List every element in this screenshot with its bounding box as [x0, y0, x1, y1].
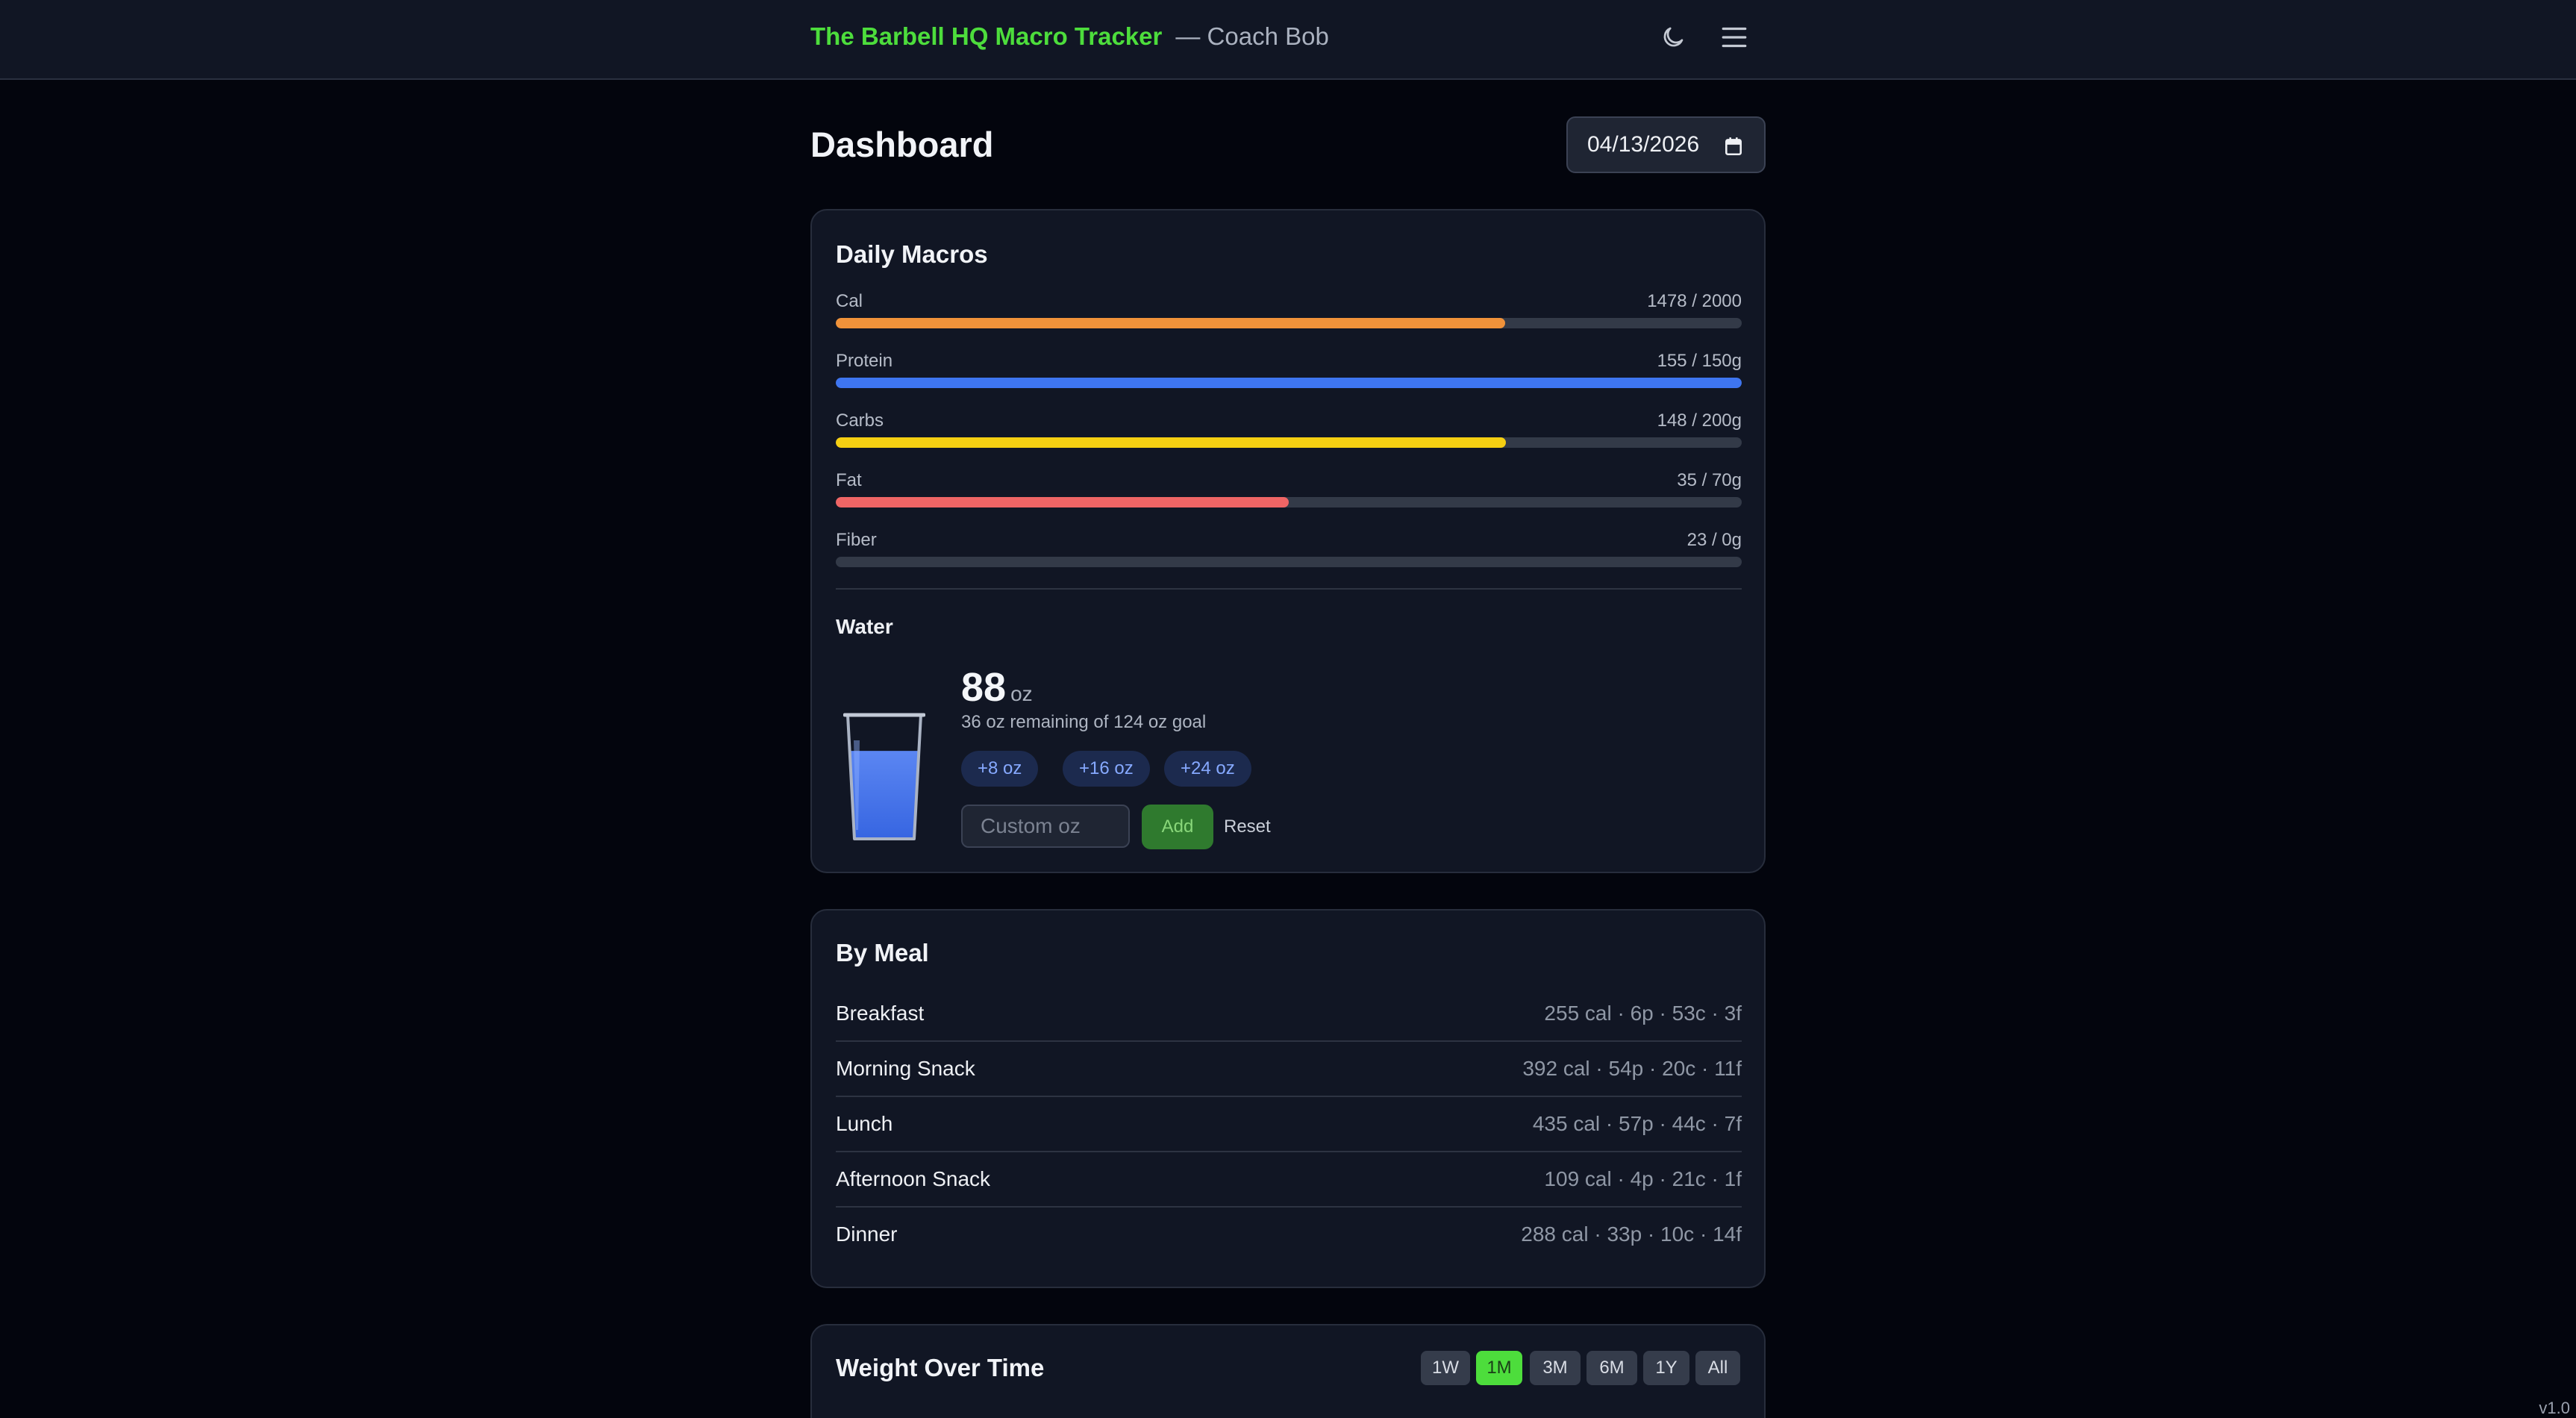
water-remaining-text: 36 oz remaining of 124 oz goal [961, 712, 1207, 732]
water-title: Water [836, 615, 893, 638]
daily-macros-title: Daily Macros [836, 240, 988, 268]
meal-row-dinner[interactable]: Dinner 288 cal · 33p · 10c · 14f [836, 1208, 1742, 1263]
meal-row-lunch[interactable]: Lunch 435 cal · 57p · 44c · 7f [836, 1097, 1742, 1152]
range-button-1m[interactable]: 1M [1476, 1351, 1522, 1385]
macro-value: 148 / 200g [1657, 410, 1742, 431]
range-button-all[interactable]: All [1695, 1351, 1740, 1385]
meal-name: Breakfast [836, 1002, 925, 1025]
weight-over-time-title: Weight Over Time [836, 1354, 1045, 1381]
macro-label: Carbs [836, 410, 884, 431]
macro-label: Cal [836, 291, 863, 311]
range-button-6m[interactable]: 6M [1586, 1351, 1637, 1385]
by-meal-card: By Meal Breakfast 255 cal · 6p · 53c · 3… [810, 909, 1766, 1288]
meal-stats: 288 cal · 33p · 10c · 14f [1521, 1222, 1742, 1246]
progress-bar [836, 437, 1742, 448]
range-button-1w[interactable]: 1W [1421, 1351, 1470, 1385]
add-water-button[interactable]: Add [1142, 805, 1213, 849]
macro-row-fat: Fat 35 / 70g [836, 470, 1742, 515]
meal-stats: 435 cal · 57p · 44c · 7f [1532, 1112, 1742, 1135]
version-label: v1.0 [2539, 1399, 2570, 1417]
menu-button[interactable] [1713, 18, 1755, 57]
divider [836, 588, 1742, 590]
brand-name: The Barbell HQ Macro Tracker [810, 22, 1163, 50]
theme-toggle-button[interactable] [1652, 18, 1694, 57]
meal-stats: 392 cal · 54p · 20c · 11f [1522, 1057, 1742, 1080]
range-button-3m[interactable]: 3M [1530, 1351, 1581, 1385]
progress-bar [836, 378, 1742, 388]
macro-value: 155 / 150g [1657, 351, 1742, 371]
meal-name: Morning Snack [836, 1057, 975, 1080]
water-amount: 88 oz [961, 664, 1033, 710]
macro-row-fiber: Fiber 23 / 0g [836, 530, 1742, 575]
progress-fill [836, 437, 1507, 448]
calendar-icon[interactable] [1724, 136, 1743, 157]
macro-row-protein: Protein 155 / 150g [836, 351, 1742, 396]
macro-value: 1478 / 2000 [1647, 291, 1742, 311]
progress-fill [836, 378, 1742, 388]
coach-name: — Coach Bob [1175, 22, 1329, 50]
macro-label: Fat [836, 470, 862, 490]
meal-row-morning-snack[interactable]: Morning Snack 392 cal · 54p · 20c · 11f [836, 1042, 1742, 1097]
add-24oz-button[interactable]: +24 oz [1164, 751, 1251, 787]
meal-row-breakfast[interactable]: Breakfast 255 cal · 6p · 53c · 3f [836, 987, 1742, 1042]
macro-value: 23 / 0g [1686, 530, 1742, 550]
add-16oz-button[interactable]: +16 oz [1063, 751, 1150, 787]
water-level [848, 751, 921, 839]
meal-name: Lunch [836, 1112, 893, 1135]
weight-over-time-card: Weight Over Time 1W 1M 3M 6M 1Y All [810, 1324, 1766, 1418]
water-glass-icon [843, 713, 925, 840]
moon-icon [1663, 27, 1684, 47]
reset-water-button[interactable]: Reset [1224, 816, 1271, 837]
page-title: Dashboard [810, 125, 994, 164]
add-8oz-button[interactable]: +8 oz [961, 751, 1039, 787]
meal-stats: 109 cal · 4p · 21c · 1f [1544, 1167, 1742, 1190]
meal-name: Afternoon Snack [836, 1167, 991, 1190]
macro-label: Fiber [836, 530, 877, 550]
custom-oz-input[interactable] [961, 805, 1130, 848]
meal-row-afternoon-snack[interactable]: Afternoon Snack 109 cal · 4p · 21c · 1f [836, 1152, 1742, 1208]
progress-bar [836, 557, 1742, 567]
hamburger-menu-icon [1722, 27, 1747, 48]
date-value: 04/13/2026 [1587, 132, 1700, 157]
date-picker[interactable]: 04/13/2026 [1566, 116, 1766, 173]
meal-name: Dinner [836, 1222, 898, 1246]
range-button-1y[interactable]: 1Y [1643, 1351, 1689, 1385]
progress-bar [836, 497, 1742, 507]
macro-label: Protein [836, 351, 893, 371]
by-meal-title: By Meal [836, 939, 929, 966]
macro-row-carbs: Carbs 148 / 200g [836, 410, 1742, 455]
top-bar: The Barbell HQ Macro Tracker — Coach Bob [0, 0, 2576, 80]
macro-row-cal: Cal 1478 / 2000 [836, 291, 1742, 336]
brand: The Barbell HQ Macro Tracker — Coach Bob [810, 22, 1329, 55]
macro-value: 35 / 70g [1677, 470, 1742, 490]
progress-fill [836, 318, 1506, 328]
daily-macros-card: Daily Macros Cal 1478 / 2000 Protein 155… [810, 209, 1766, 873]
progress-fill [836, 497, 1289, 507]
progress-bar [836, 318, 1742, 328]
meal-stats: 255 cal · 6p · 53c · 3f [1544, 1002, 1742, 1025]
water-amount-unit: oz [1010, 682, 1033, 705]
water-amount-value: 88 [961, 665, 1007, 710]
